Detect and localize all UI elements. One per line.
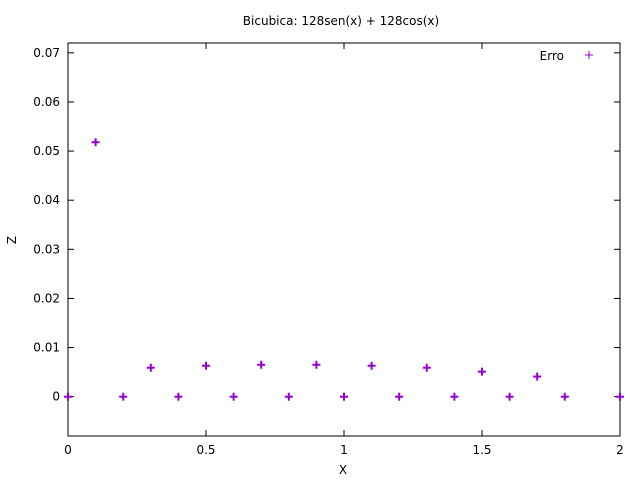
x-tick-label: 1.5 — [472, 443, 491, 457]
data-point — [560, 392, 569, 401]
data-point — [367, 361, 376, 370]
x-axis-label: X — [339, 463, 347, 477]
data-point — [284, 392, 293, 401]
data-point — [91, 138, 100, 147]
data-point — [174, 392, 183, 401]
data-point — [119, 392, 128, 401]
legend-marker — [585, 51, 593, 59]
data-point — [422, 363, 431, 372]
data-point — [616, 392, 624, 401]
data-point — [229, 392, 238, 401]
y-tick-label: 0 — [52, 390, 60, 404]
chart-title: Bicubica: 128sen(x) + 128cos(x) — [243, 14, 439, 28]
data-point — [202, 361, 210, 370]
y-tick-label: 0.02 — [33, 291, 60, 305]
data-point — [340, 392, 348, 401]
legend: Erro — [540, 49, 593, 63]
data-point — [64, 392, 72, 401]
y-tick-label: 0.04 — [33, 193, 60, 207]
axes: 0 0.5 1 1.5 2 0 0.01 0.02 0.03 0.04 0.05 0.06 0.07 — [33, 42, 624, 457]
y-tick-label: 0.07 — [33, 46, 60, 60]
x-tick-label: 2 — [616, 443, 624, 457]
data-point — [450, 392, 459, 401]
y-tick-label: 0.03 — [33, 242, 60, 256]
data-points — [64, 138, 624, 401]
y-tick-label: 0.01 — [33, 341, 60, 355]
data-point — [505, 392, 514, 401]
data-point — [257, 360, 266, 369]
data-point — [478, 367, 486, 376]
data-point — [533, 372, 542, 381]
legend-label: Erro — [540, 49, 564, 63]
y-axis-label: Z — [5, 236, 19, 244]
x-tick-label: 0 — [64, 443, 72, 457]
data-point — [395, 392, 404, 401]
x-tick-label: 0.5 — [196, 443, 215, 457]
y-tick-label: 0.06 — [33, 95, 60, 109]
y-tick-label: 0.05 — [33, 144, 60, 158]
data-point — [312, 360, 321, 369]
x-tick-label: 1 — [340, 443, 348, 457]
data-point — [146, 363, 155, 372]
